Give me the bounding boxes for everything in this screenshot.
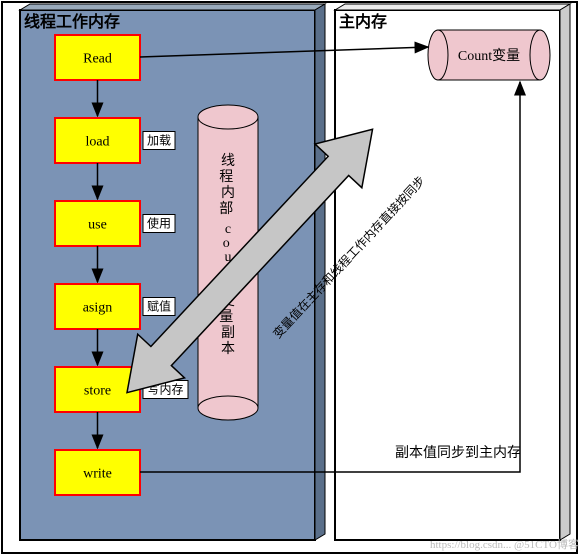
count-cylinder-label: Count变量 [458, 48, 520, 64]
flow-side-label: 加载 [147, 134, 171, 148]
flow-box-label: store [84, 384, 111, 399]
write-line-label: 副本值同步到主内存 [395, 445, 521, 461]
flow-box-label: write [83, 467, 112, 482]
diagram-canvas: 线程工作内存 主内存 线程 内部 co un t 变量 副本 Count变量 R… [0, 0, 579, 555]
flow-box-label: use [88, 218, 107, 233]
flow-side-label: 使用 [147, 216, 171, 231]
count-cylinder: Count变量 [428, 30, 550, 80]
thread-panel-title: 线程工作内存 [24, 12, 120, 31]
main-panel-title: 主内存 [339, 12, 387, 31]
flow-box-label: load [85, 135, 109, 150]
flow-box-label: Read [83, 52, 112, 67]
flow-side-label: 赋值 [147, 299, 171, 314]
watermark: https://blog.csdn... @51CTO博客 [430, 537, 579, 551]
flow-box-label: asign [83, 301, 113, 316]
